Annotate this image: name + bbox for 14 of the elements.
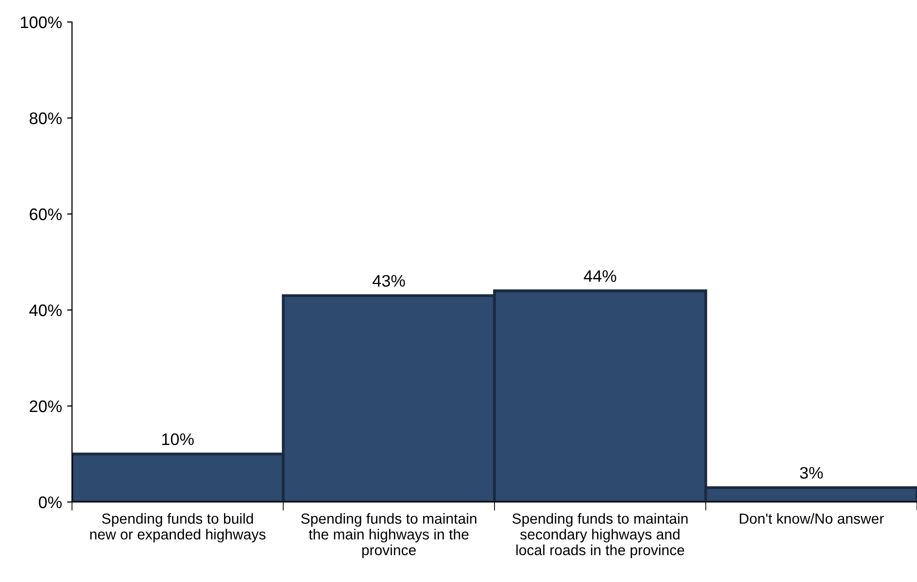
x-tick-label: Spending funds to maintain the main highways in the province	[301, 513, 476, 558]
data-label: 44%	[584, 270, 616, 282]
y-tick-label: 40%	[29, 304, 62, 316]
data-label: 10%	[162, 433, 194, 446]
y-tick-label: 80%	[30, 112, 62, 124]
x-tick-label: Spending funds to maintain secondary highways and local roads in the province	[512, 513, 688, 558]
y-tick-label: 60%	[30, 208, 62, 220]
data-label: 3%	[800, 466, 823, 479]
y-tick-label: 0%	[38, 496, 62, 508]
data-label: 43%	[372, 274, 405, 287]
y-tick-label: 100%	[20, 16, 62, 28]
x-tick-label: Don't know/No answer	[740, 513, 884, 524]
y-tick-label: 20%	[30, 400, 62, 412]
x-tick-label: Spending funds to build new or expanded highways	[90, 513, 266, 542]
